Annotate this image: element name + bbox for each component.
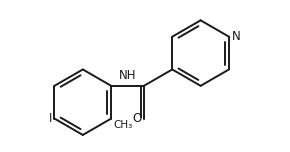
Text: O: O xyxy=(132,112,141,125)
Text: N: N xyxy=(232,30,240,43)
Text: I: I xyxy=(48,112,52,125)
Text: CH₃: CH₃ xyxy=(114,120,133,130)
Text: NH: NH xyxy=(119,69,136,82)
